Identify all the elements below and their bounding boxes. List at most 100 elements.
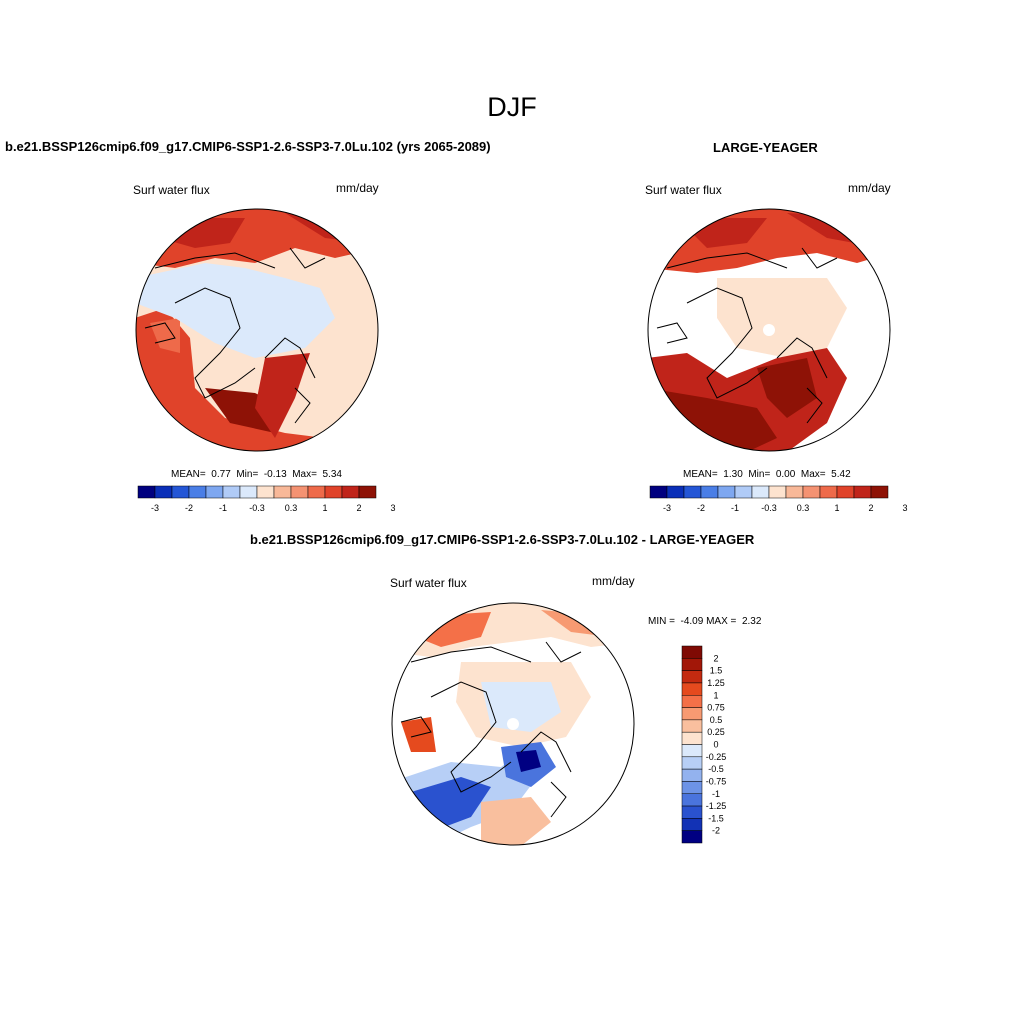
panel1-colorbar: -3 -2 -1 -0.3 0.3 1 2 3 [137, 485, 396, 513]
panel1-colorbar-box [290, 485, 309, 499]
panel3-colorbar-box [681, 830, 703, 844]
panel1-min-label: Min= [236, 469, 259, 480]
panel3-colorbar: 2 1.5 1.25 1 0.75 0.5 0.25 0 -0.25 -0.5 -0.75 -1 -1.… [681, 645, 727, 844]
panel1-colorbar-box [188, 485, 207, 499]
panel3-colorbar-box [681, 768, 703, 782]
panel3-colorbar-label: -1 [712, 789, 720, 799]
panel3-variable: Surf water flux [390, 576, 467, 590]
panel3-title: b.e21.BSSP126cmip6.f09_g17.CMIP6-SSP1-2.… [250, 532, 755, 547]
panel2-colorbar-label: -2 [697, 503, 705, 513]
panel3-polar-map [391, 602, 635, 846]
panel2-colorbar-label: 2 [868, 503, 873, 513]
panel1-colorbar-box [205, 485, 224, 499]
panel3-minmax: MIN = -4.09 MAX = 2.32 [648, 616, 761, 627]
panel1-mean-value: 0.77 [211, 469, 231, 480]
panel3-colorbar-box [681, 682, 703, 696]
panel2-colorbar-box [802, 485, 821, 499]
panel1-colorbar-label: -1 [219, 503, 227, 513]
panel2-colorbar-box [683, 485, 702, 499]
panel3-min-label: MIN = [648, 616, 675, 627]
panel2-colorbar-box [666, 485, 685, 499]
panel3-colorbar-box [681, 818, 703, 831]
panel3-colorbar-box [681, 707, 703, 721]
panel1-colorbar-label: -3 [151, 503, 159, 513]
panel3-max-label: MAX = [706, 616, 737, 627]
panel2-colorbar-box [649, 485, 668, 499]
panel2-colorbar-label: -1 [731, 503, 739, 513]
panel2-max-label: Max= [800, 469, 826, 480]
panel3-units: mm/day [592, 574, 635, 588]
panel3-colorbar-label: 0.5 [710, 715, 723, 725]
panel1-colorbar-box [137, 485, 156, 499]
main-title: DJF [487, 92, 537, 122]
panel1-colorbar-box [307, 485, 326, 499]
panel3-colorbar-box [681, 756, 703, 770]
panel1-colorbar-label: -2 [185, 503, 193, 513]
panel3-colorbar-label: -1.25 [706, 801, 727, 811]
panel3-colorbar-label: 1 [713, 690, 718, 700]
panel2-colorbar-label: -0.3 [761, 503, 777, 513]
panel3-colorbar-box [681, 670, 703, 684]
panel1-colorbar-box [256, 485, 275, 499]
panel2-stats: MEAN= 1.30 Min= 0.00 Max= 5.42 [683, 469, 851, 480]
panel1-colorbar-label: 3 [390, 503, 395, 513]
panel3-colorbar-label: 1.25 [707, 678, 725, 688]
panel3-colorbar-label: 0.75 [707, 703, 725, 713]
panel3-colorbar-label: 1.5 [710, 666, 723, 676]
panel2-colorbar: -3 -2 -1 -0.3 0.3 1 2 3 [649, 485, 908, 513]
panel1-max-label: Max= [292, 469, 317, 480]
panel2-colorbar-label: 0.3 [797, 503, 810, 513]
panel2-colorbar-box [717, 485, 736, 499]
panel3-colorbar-box [681, 781, 703, 794]
panel1-colorbar-box [239, 485, 258, 499]
panel2-colorbar-box [751, 485, 770, 499]
panel2-mean-label: MEAN= [683, 469, 718, 480]
panel1-units: mm/day [336, 181, 379, 195]
panel1-colorbar-label: 0.3 [285, 503, 298, 513]
panel2-min-value: 0.00 [775, 469, 796, 480]
panel1-variable: Surf water flux [133, 183, 210, 197]
panel2-colorbar-box [785, 485, 804, 499]
panel2-mean-value: 1.30 [723, 469, 743, 480]
panel2-polar-map [647, 208, 891, 452]
panel3-colorbar-label: 0 [713, 740, 718, 750]
panel1-colorbar-box [171, 485, 190, 499]
panel1-colorbar-label: 1 [322, 503, 327, 513]
panel3-colorbar-box [681, 805, 703, 819]
panel3-min-value: -4.09 [680, 616, 704, 627]
panel3-colorbar-box [681, 793, 703, 807]
panel3-colorbar-label: 0.25 [707, 727, 725, 737]
panel2-colorbar-box [819, 485, 838, 499]
panel2-variable: Surf water flux [645, 183, 722, 197]
panel1-colorbar-box [273, 485, 292, 499]
panel2-max-value: 5.42 [831, 469, 851, 480]
panel3-colorbar-box [681, 719, 703, 733]
panel1-min-value: -0.13 [263, 469, 287, 480]
panel2-colorbar-box [853, 485, 872, 499]
panel3-colorbar-label: -0.75 [706, 776, 727, 786]
panel2-min-label: Min= [748, 469, 771, 480]
panel2-colorbar-box [836, 485, 855, 499]
panel2-title: LARGE-YEAGER [713, 140, 818, 155]
panel2-colorbar-box [768, 485, 787, 499]
panel3-colorbar-label: 2 [713, 653, 718, 663]
panel1-stats: MEAN= 0.77 Min= -0.13 Max= 5.34 [171, 469, 342, 480]
panel1-mean-label: MEAN= [171, 469, 206, 480]
panel1-colorbar-label: 2 [356, 503, 361, 513]
panel1-colorbar-box [324, 485, 343, 499]
panel1-max-value: 5.34 [322, 469, 342, 480]
panel3-colorbar-label: -2 [712, 826, 720, 836]
panel1-colorbar-box [341, 485, 360, 499]
panel1-colorbar-box [222, 485, 241, 499]
panel3-colorbar-label: -0.5 [708, 764, 724, 774]
panel1-colorbar-box [154, 485, 173, 499]
panel1-colorbar-box [358, 485, 377, 499]
panel2-colorbar-label: 3 [902, 503, 907, 513]
panel3-colorbar-box [681, 744, 703, 758]
panel2-colorbar-box [700, 485, 719, 499]
panel2-colorbar-box [870, 485, 889, 499]
panel1-colorbar-label: -0.3 [249, 503, 265, 513]
panel3-colorbar-box [681, 645, 703, 659]
panel3-colorbar-label: -1.5 [708, 813, 724, 823]
panel3-max-value: 2.32 [741, 616, 762, 627]
